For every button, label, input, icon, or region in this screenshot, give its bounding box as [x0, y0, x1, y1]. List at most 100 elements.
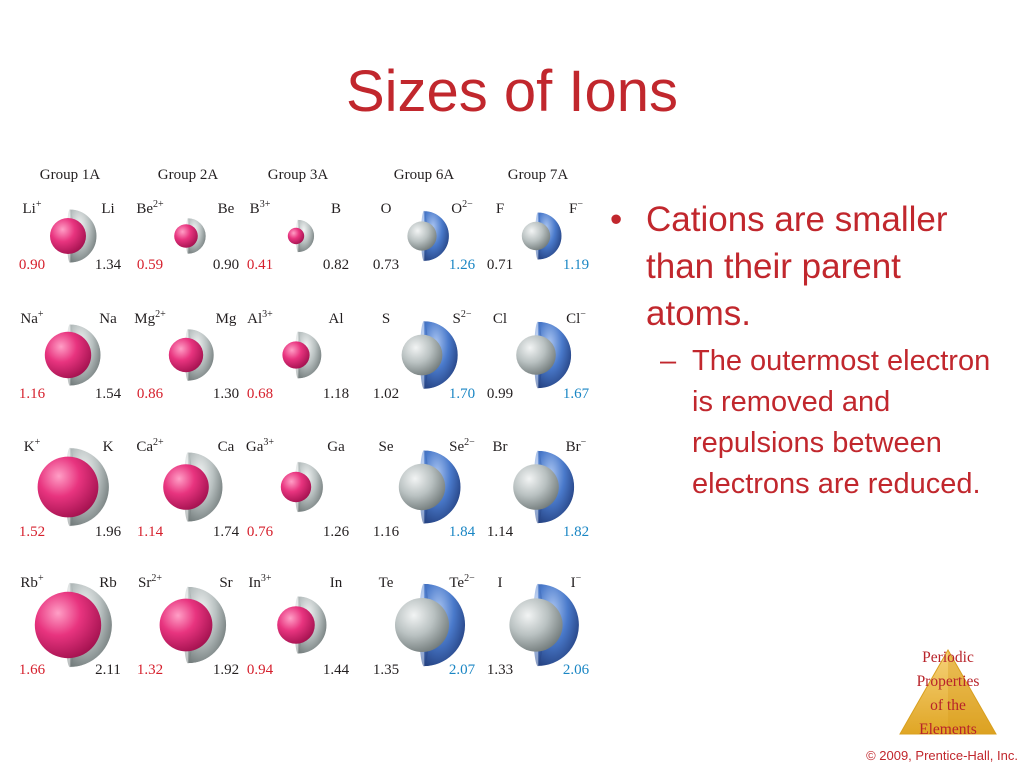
atom-symbol: Be [218, 201, 235, 217]
atom-sphere [521, 221, 551, 251]
ion-radius-value: 0.68 [247, 386, 273, 402]
ion-symbol: B3+ [250, 199, 271, 217]
atom-radius-value: 2.11 [95, 662, 121, 678]
atom-sphere [297, 331, 322, 379]
atom-symbol: F [496, 201, 504, 217]
atom-symbol: Rb [99, 575, 117, 591]
ion-symbol: Se2− [449, 437, 475, 455]
cation-sphere [159, 598, 213, 652]
ion-radius-value: 1.32 [137, 662, 163, 678]
atom-radius-value: 1.34 [95, 257, 122, 273]
ion-cell: Be2+ Be 0.59 0.90 [136, 199, 239, 273]
ion-symbol: Ga3+ [246, 437, 275, 455]
ion-radius-value: 1.16 [19, 386, 46, 402]
ion-size-diagram: Group 1A Group 2A Group 3A Group 6A Group 7A… [19, 167, 590, 678]
ion-cell: Sr2+ Sr 1.32 1.92 [137, 573, 239, 678]
atom-radius-value: 0.82 [323, 257, 349, 273]
atom-symbol: Li [101, 201, 114, 217]
atom-radius-value: 1.54 [95, 386, 122, 402]
cation-sphere [44, 331, 92, 379]
ion-symbol: S2− [453, 309, 472, 327]
bullet-dash-icon: – [660, 345, 677, 377]
atom-sphere [401, 334, 443, 376]
ion-symbol: F− [569, 199, 583, 217]
cation-sphere [37, 456, 99, 518]
atom-symbol: Ca [218, 439, 235, 455]
ion-radius-value: 0.86 [137, 386, 164, 402]
ion-cell: Se Se2− 1.16 1.84 [373, 437, 476, 540]
ion-radius-value: 2.06 [563, 662, 590, 678]
ion-radius-value: 1.52 [19, 524, 45, 540]
atom-sphere [297, 219, 315, 253]
ion-symbol: Ca2+ [136, 437, 164, 455]
atom-symbol: Na [99, 311, 117, 327]
atom-symbol: Al [329, 311, 344, 327]
group-header: Group 3A [268, 167, 329, 183]
ion-radius-value: 1.26 [449, 257, 476, 273]
ion-symbol: O2− [451, 199, 473, 217]
atom-sphere [398, 463, 446, 511]
ion-symbol: Mg2+ [134, 309, 166, 327]
atom-symbol: S [382, 311, 390, 327]
atom-radius-value: 0.71 [487, 257, 513, 273]
ion-symbol: Br− [566, 437, 587, 455]
ion-radius-value: 0.94 [247, 662, 274, 678]
cation-sphere [277, 606, 315, 644]
ion-cell: S S2− 1.02 1.70 [373, 309, 475, 402]
ion-symbol: I− [571, 573, 582, 591]
ion-cell: Cl Cl− 0.99 1.67 [487, 309, 590, 402]
ion-cell: Ga3+ Ga 0.76 1.26 [246, 437, 350, 540]
atom-symbol: Cl [493, 311, 507, 327]
ion-symbol: Be2+ [136, 199, 164, 217]
atom-symbol: Te [379, 575, 394, 591]
atom-symbol: Sr [219, 575, 232, 591]
atom-radius-value: 1.14 [487, 524, 514, 540]
ion-cell: Te Te2− 1.35 2.07 [373, 573, 476, 678]
atom-symbol: Mg [216, 311, 237, 327]
ion-symbol: Te2− [449, 573, 475, 591]
bullet-main: • Cations are smaller than their parent … [608, 196, 1008, 337]
ion-symbol: Sr2+ [138, 573, 162, 591]
cation-sphere [163, 464, 209, 510]
atom-sphere [395, 598, 449, 652]
ion-radius-value: 1.19 [563, 257, 589, 273]
cation-sphere [287, 227, 305, 245]
atom-radius-value: 1.44 [323, 662, 350, 678]
ion-cell: B3+ B 0.41 0.82 [247, 199, 349, 273]
ion-symbol: In3+ [248, 573, 272, 591]
ion-cell: O O2− 0.73 1.26 [373, 199, 476, 273]
bullet-dot-icon: • [610, 200, 623, 239]
atom-symbol: I [498, 575, 503, 591]
group-header: Group 6A [394, 167, 455, 183]
ion-cell: Li+ Li 0.90 1.34 [19, 199, 122, 273]
atom-radius-value: 0.73 [373, 257, 399, 273]
group-header: Group 1A [40, 167, 101, 183]
atom-radius-value: 0.99 [487, 386, 513, 402]
atom-symbol: O [381, 201, 392, 217]
cation-sphere [282, 341, 310, 369]
atom-radius-value: 1.30 [213, 386, 239, 402]
ion-cell: I I− 1.33 2.06 [487, 573, 590, 678]
ion-radius-value: 2.07 [449, 662, 476, 678]
ion-symbol: Li+ [23, 199, 42, 217]
atom-sphere [516, 335, 556, 375]
atom-symbol: Ga [327, 439, 345, 455]
bullet-sub: – The outermost electron is removed and … [608, 341, 1008, 505]
ion-radius-value: 1.67 [563, 386, 590, 402]
atom-symbol: K [103, 439, 114, 455]
atom-sphere [407, 221, 437, 251]
atom-radius-value: 1.18 [323, 386, 349, 402]
bullet-sub-text: The outermost electron is removed and re… [692, 345, 991, 500]
logo-line: Periodic [922, 649, 974, 666]
atom-radius-value: 0.90 [213, 257, 239, 273]
ion-symbol: K+ [24, 437, 41, 455]
logo-text: Periodic Properties of the Elements [896, 646, 1000, 742]
logo-line: Elements [919, 721, 977, 738]
cation-sphere [280, 471, 312, 503]
bullet-main-text: Cations are smaller than their parent at… [646, 200, 948, 333]
ion-radius-value: 1.84 [449, 524, 476, 540]
ion-radius-value: 0.76 [247, 524, 274, 540]
atom-symbol: Se [379, 439, 394, 455]
ion-symbol: Na+ [20, 309, 44, 327]
ion-cell: Na+ Na 1.16 1.54 [19, 309, 122, 402]
